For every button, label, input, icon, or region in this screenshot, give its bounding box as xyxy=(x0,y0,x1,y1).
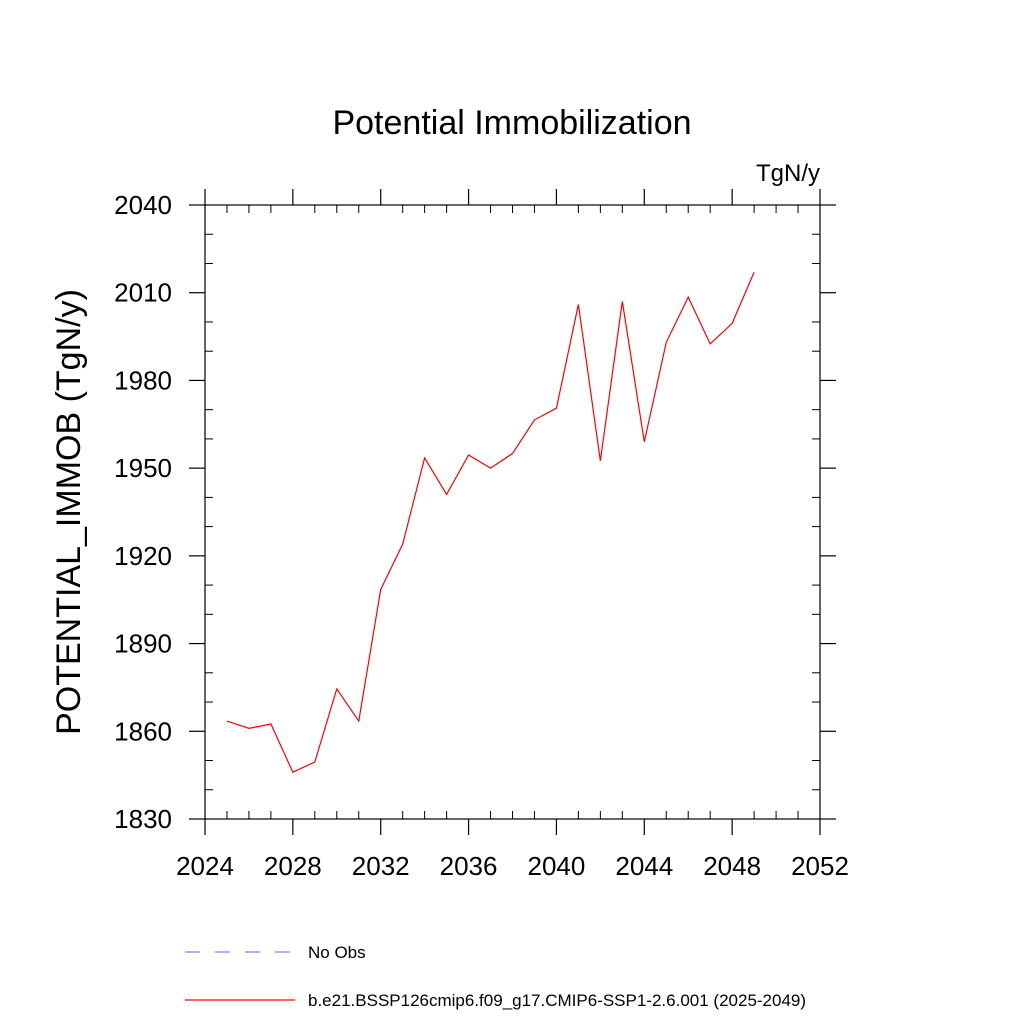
units-label: TgN/y xyxy=(756,160,820,187)
plot-area: 2024 2028 2032 2036 2040 2044 2048 2052 1830 1860… xyxy=(114,189,849,881)
x-tick-label: 2044 xyxy=(615,851,673,881)
x-tick-label: 2052 xyxy=(791,851,849,881)
legend-label: b.e21.BSSP126cmip6.f09_g17.CMIP6-SSP1-2.… xyxy=(308,991,806,1010)
y-axis-label: POTENTIAL_IMMOB (TgN/y) xyxy=(50,289,88,735)
x-tick-label: 2028 xyxy=(264,851,322,881)
plot-frame xyxy=(204,204,821,820)
series-line xyxy=(226,272,755,774)
y-tick-label: 1950 xyxy=(114,453,172,483)
x-tick-label: 2048 xyxy=(703,851,761,881)
y-tick-label: 1920 xyxy=(114,541,172,571)
chart-title: Potential Immobilization xyxy=(332,104,691,142)
legend: No Obs b.e21.BSSP126cmip6.f09_g17.CMIP6-S… xyxy=(185,943,806,1010)
x-tick-label: 2036 xyxy=(440,851,498,881)
y-tick-label: 1980 xyxy=(114,365,172,395)
y-tick-label: 1830 xyxy=(114,804,172,834)
x-tick-label: 2040 xyxy=(528,851,586,881)
y-tick-label: 1890 xyxy=(114,629,172,659)
x-tick-label: 2024 xyxy=(176,851,234,881)
x-tick-label: 2032 xyxy=(352,851,410,881)
legend-label: No Obs xyxy=(308,943,366,962)
y-tick-label: 2040 xyxy=(114,190,172,220)
y-tick-label: 1860 xyxy=(114,716,172,746)
y-tick-label: 2010 xyxy=(114,278,172,308)
